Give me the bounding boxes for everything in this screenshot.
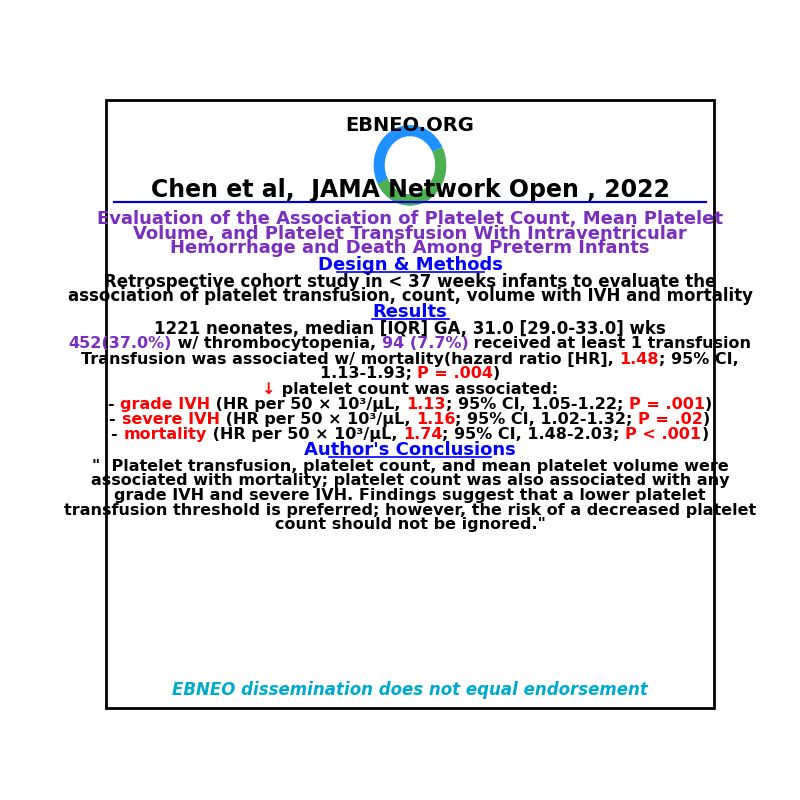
Text: -: -	[110, 412, 122, 427]
Text: (HR per 50 × 10³/μL,: (HR per 50 × 10³/μL,	[207, 426, 403, 442]
Text: Results: Results	[373, 303, 447, 322]
Text: ; 95% CI,: ; 95% CI,	[659, 352, 739, 367]
Text: Design & Methods: Design & Methods	[318, 256, 502, 274]
Text: associated with mortality; platelet count was also associated with any: associated with mortality; platelet coun…	[90, 474, 730, 489]
Text: received at least 1 transfusion: received at least 1 transfusion	[469, 337, 751, 351]
Text: ; 95% CI, 1.02-1.32;: ; 95% CI, 1.02-1.32;	[455, 412, 638, 427]
Text: P < .001: P < .001	[626, 426, 702, 442]
Text: ): )	[705, 398, 712, 412]
Text: (HR per 50 × 10³/μL,: (HR per 50 × 10³/μL,	[220, 412, 416, 427]
Text: count should not be ignored.": count should not be ignored."	[274, 518, 546, 532]
Text: ): )	[703, 412, 710, 427]
Text: ): )	[493, 366, 501, 382]
Text: EBNEO.ORG: EBNEO.ORG	[346, 116, 474, 134]
Text: Evaluation of the Association of Platelet Count, Mean Platelet: Evaluation of the Association of Platele…	[97, 210, 723, 228]
Text: 1.16: 1.16	[416, 412, 455, 427]
Text: 1.13: 1.13	[406, 398, 446, 412]
Text: ; 95% CI, 1.48-2.03;: ; 95% CI, 1.48-2.03;	[442, 426, 626, 442]
Text: association of platelet transfusion, count, volume with IVH and mortality: association of platelet transfusion, cou…	[67, 287, 753, 305]
Text: w/ thrombocytopenia,: w/ thrombocytopenia,	[172, 337, 382, 351]
Text: mortality: mortality	[123, 426, 207, 442]
Text: grade IVH and severe IVH. Findings suggest that a lower platelet: grade IVH and severe IVH. Findings sugge…	[114, 488, 706, 503]
Text: P = .02: P = .02	[638, 412, 703, 427]
Text: ; 95% CI, 1.05-1.22;: ; 95% CI, 1.05-1.22;	[446, 398, 629, 412]
Text: Chen et al,  JAMA Network Open , 2022: Chen et al, JAMA Network Open , 2022	[150, 178, 670, 202]
FancyBboxPatch shape	[106, 100, 714, 708]
Text: transfusion threshold is preferred; however, the risk of a decreased platelet: transfusion threshold is preferred; howe…	[64, 502, 756, 518]
Text: 1221 neonates, median [IQR] GA, 31.0 [29.0-33.0] wks: 1221 neonates, median [IQR] GA, 31.0 [29…	[154, 319, 666, 338]
Text: "  Platelet transfusion, platelet count, and mean platelet volume were: " Platelet transfusion, platelet count, …	[92, 459, 728, 474]
Text: 1.74: 1.74	[403, 426, 442, 442]
Text: Hemorrhage and Death Among Preterm Infants: Hemorrhage and Death Among Preterm Infan…	[170, 239, 650, 258]
Text: -: -	[108, 398, 120, 412]
Text: 1.13-1.93;: 1.13-1.93;	[319, 366, 417, 382]
Text: (HR per 50 × 10³/μL,: (HR per 50 × 10³/μL,	[210, 398, 406, 412]
Text: platelet count was associated:: platelet count was associated:	[276, 382, 558, 397]
Text: 452(37.0%): 452(37.0%)	[69, 337, 172, 351]
Text: grade IVH: grade IVH	[120, 398, 210, 412]
Text: ↓: ↓	[262, 382, 276, 397]
Text: Volume, and Platelet Transfusion With Intraventricular: Volume, and Platelet Transfusion With In…	[133, 225, 687, 243]
Text: P = .001: P = .001	[629, 398, 705, 412]
Text: Author's Conclusions: Author's Conclusions	[304, 442, 516, 459]
Text: P = .004: P = .004	[417, 366, 493, 382]
Text: 94 (7.7%): 94 (7.7%)	[382, 337, 469, 351]
Text: Retrospective cohort study in < 37 weeks infants to evaluate the: Retrospective cohort study in < 37 weeks…	[104, 274, 716, 291]
Text: 1.48: 1.48	[619, 352, 659, 367]
Text: Transfusion was associated w/ mortality(hazard ratio [HR],: Transfusion was associated w/ mortality(…	[81, 352, 619, 367]
Text: ): )	[702, 426, 709, 442]
Text: severe IVH: severe IVH	[122, 412, 220, 427]
Text: EBNEO dissemination does not equal endorsement: EBNEO dissemination does not equal endor…	[172, 682, 648, 699]
Text: -: -	[111, 426, 123, 442]
